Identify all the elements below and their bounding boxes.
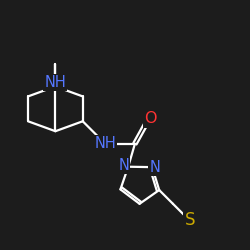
- Text: O: O: [144, 111, 156, 126]
- Text: N: N: [149, 160, 160, 175]
- Text: N: N: [118, 158, 129, 173]
- Text: S: S: [184, 211, 195, 229]
- Text: NH: NH: [44, 75, 66, 90]
- Text: NH: NH: [94, 136, 116, 151]
